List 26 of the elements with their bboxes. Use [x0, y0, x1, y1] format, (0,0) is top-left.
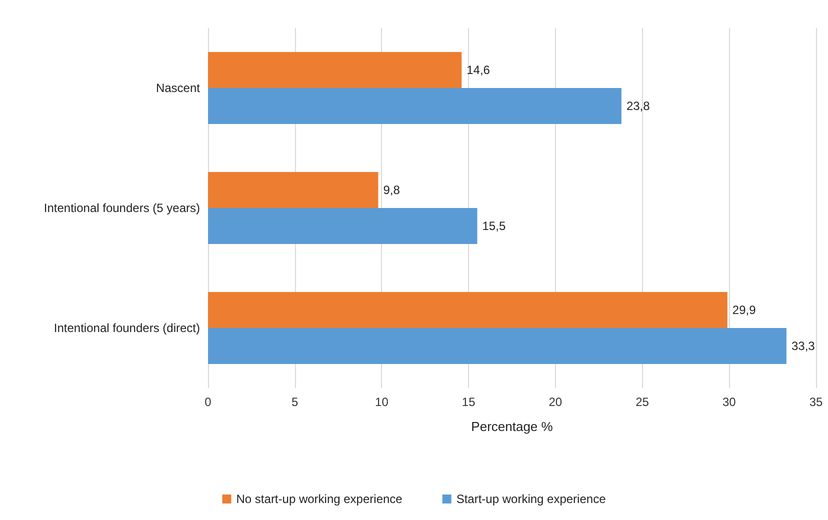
bar [208, 88, 622, 124]
y-tick-label: Intentional founders (5 years) [44, 201, 200, 215]
x-tick-label: 30 [722, 395, 736, 409]
legend-label: No start-up working experience [236, 492, 403, 506]
legend-label: Start-up working experience [456, 492, 606, 506]
x-axis-title: Percentage % [471, 419, 554, 434]
x-tick-label: 20 [548, 395, 562, 409]
x-tick-label: 10 [375, 395, 389, 409]
bar [208, 328, 786, 364]
bar [208, 172, 378, 208]
bar [208, 52, 462, 88]
x-tick-label: 15 [462, 395, 476, 409]
y-tick-label: Nascent [156, 81, 201, 95]
x-tick-label: 5 [292, 395, 299, 409]
bar [208, 208, 478, 244]
y-tick-label: Intentional founders (direct) [54, 321, 200, 335]
data-label: 9,8 [383, 183, 400, 197]
data-label: 15,5 [482, 219, 506, 233]
data-label: 14,6 [466, 63, 490, 77]
data-label: 33,3 [791, 339, 816, 353]
bar [208, 292, 728, 328]
data-label: 23,8 [626, 99, 650, 113]
data-label: 29,9 [732, 303, 756, 317]
x-tick-label: 35 [809, 395, 823, 409]
x-tick-label: 0 [204, 395, 212, 409]
x-tick-label: 25 [636, 395, 650, 409]
